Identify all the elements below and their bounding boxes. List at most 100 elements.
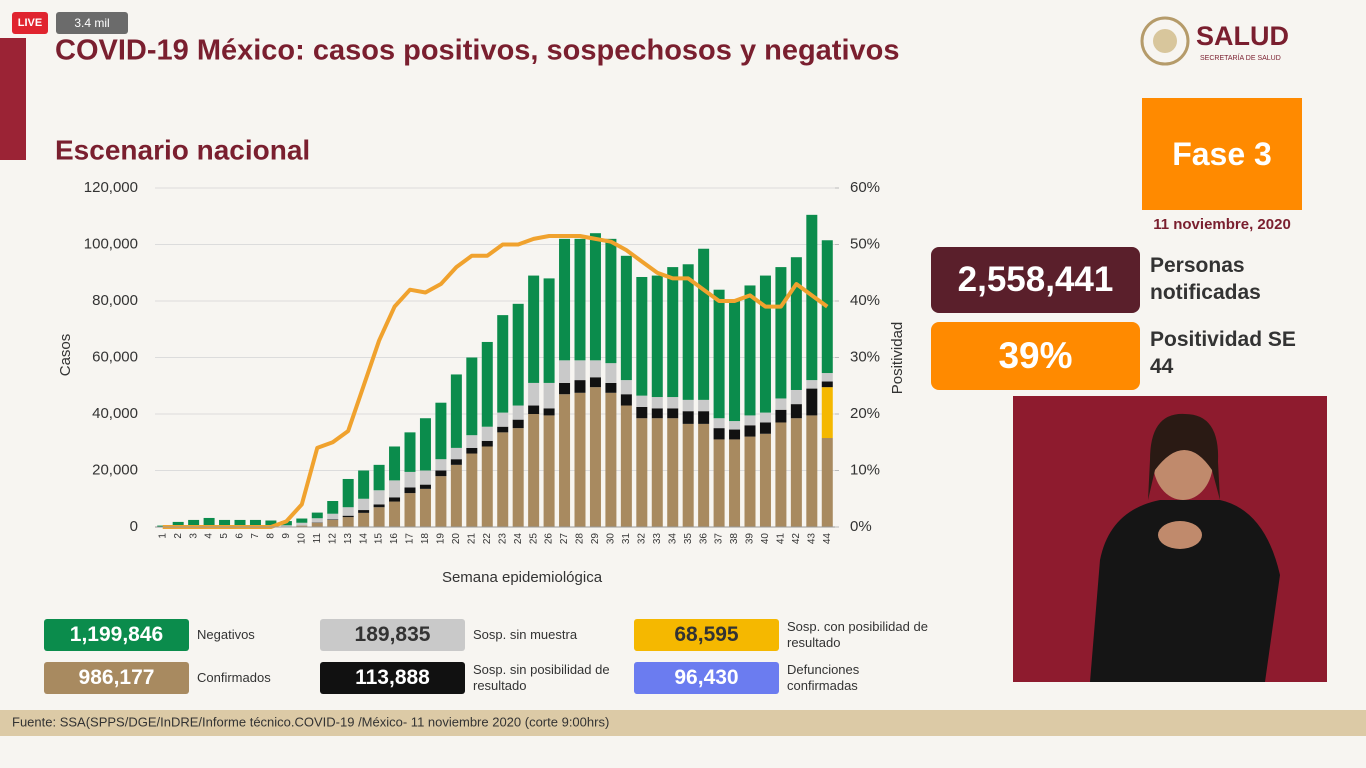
bar-segment — [373, 507, 385, 527]
y-tick-label: 40,000 — [92, 405, 138, 422]
bar-segment — [358, 470, 370, 499]
positivity-line — [162, 234, 829, 529]
bar-segment — [481, 446, 493, 527]
bar-segment — [311, 522, 323, 527]
bar-segment — [342, 515, 354, 518]
bar-segment — [435, 470, 447, 477]
bar-segment — [775, 398, 787, 410]
bar-segment — [512, 419, 524, 429]
report-date: 11 noviembre, 2020 — [1153, 216, 1291, 233]
x-tick-label: 38 — [729, 533, 740, 545]
bar-segment — [327, 513, 339, 520]
legend-total: 1,199,846 — [44, 619, 189, 651]
bar-segment — [636, 395, 648, 407]
notified-label: Personas notificadas — [1150, 254, 1261, 304]
bar-segment — [759, 275, 771, 413]
logo-text: SALUD — [1196, 21, 1289, 51]
x-tick-label: 29 — [590, 533, 601, 545]
chart-title: Escenario nacional — [55, 134, 310, 165]
bar-segment — [713, 418, 725, 429]
x-tick-label: 16 — [389, 533, 400, 545]
x-tick-label: 27 — [559, 533, 570, 545]
bar-segment — [667, 267, 679, 398]
bar-segment — [373, 464, 385, 491]
bar-segment — [188, 519, 200, 527]
notified-value: 2,558,441 — [931, 247, 1140, 313]
x-tick-label: 12 — [327, 533, 338, 545]
x-tick-label: 5 — [219, 533, 230, 539]
interpreter-body — [1090, 500, 1280, 682]
bar-segment — [713, 439, 725, 527]
logo-emblem — [1140, 16, 1190, 66]
bar-segment — [466, 447, 478, 454]
x-tick-label: 28 — [575, 533, 586, 545]
legend-total: 189,835 — [320, 619, 465, 651]
bar-segment — [682, 423, 694, 527]
viewer-count: 3.4 mil — [56, 12, 128, 34]
bar-segment — [651, 275, 663, 398]
x-tick-label: 40 — [760, 533, 771, 545]
bar-segment — [296, 522, 308, 526]
bar-segment — [450, 447, 462, 460]
bar-segment — [543, 382, 555, 409]
bar-segment — [481, 440, 493, 447]
bar-segment — [466, 435, 478, 448]
positivity-value: 39% — [931, 322, 1140, 390]
bar-segment — [327, 519, 339, 527]
bar-segment — [620, 394, 632, 406]
x-axis-label: Semana epidemiológica — [442, 569, 603, 586]
y-tick-label: 100,000 — [84, 235, 138, 252]
y2-tick-label: 50% — [850, 235, 880, 252]
bar-segment — [389, 446, 401, 481]
x-tick-label: 24 — [513, 533, 524, 545]
bar-segment — [790, 418, 802, 527]
bar-segment — [806, 380, 818, 389]
x-tick-label: 43 — [806, 533, 817, 545]
x-tick-label: 42 — [791, 533, 802, 545]
bar-segment — [589, 360, 601, 378]
bar-segment — [775, 409, 787, 423]
bar-segment — [574, 360, 586, 381]
bar-segment — [759, 422, 771, 434]
bar-segment — [682, 399, 694, 412]
bar-segment — [559, 238, 571, 361]
bar-segment — [373, 504, 385, 508]
bar-segment — [759, 412, 771, 423]
bar-segment — [605, 382, 617, 393]
logo-emblem-inner — [1153, 29, 1177, 53]
bar-segment — [497, 432, 509, 527]
bar-segment — [342, 517, 354, 527]
bar-segment — [358, 498, 370, 511]
bar-segment — [790, 389, 802, 405]
bar-segment — [636, 418, 648, 527]
bar-segment — [744, 425, 756, 437]
bar-segment — [620, 255, 632, 381]
bar-segment — [265, 520, 277, 527]
bar-segment — [651, 397, 663, 409]
bar-segment — [172, 521, 184, 527]
bar-segment — [512, 303, 524, 406]
bar-segment — [435, 459, 447, 471]
y-tick-label: 60,000 — [92, 348, 138, 365]
bar-segment — [543, 408, 555, 416]
bar-segment — [559, 382, 571, 395]
x-tick-label: 7 — [250, 533, 261, 539]
bar-segment — [821, 381, 833, 388]
bar-segment — [775, 422, 787, 527]
bar-segment — [296, 525, 308, 527]
x-tick-label: 30 — [606, 533, 617, 545]
bar-segment — [311, 518, 323, 523]
bar-segment — [543, 278, 555, 383]
bar-segment — [698, 423, 710, 527]
legend-total: 986,177 — [44, 662, 189, 694]
x-tick-label: 4 — [204, 533, 215, 539]
bar-segment — [744, 415, 756, 426]
bar-segment — [559, 360, 571, 383]
x-tick-label: 13 — [343, 533, 354, 545]
bar-segment — [574, 392, 586, 527]
bar-segment — [512, 405, 524, 420]
bar-segment — [605, 238, 617, 364]
bar-segment — [435, 402, 447, 460]
bar-segment — [775, 267, 787, 399]
